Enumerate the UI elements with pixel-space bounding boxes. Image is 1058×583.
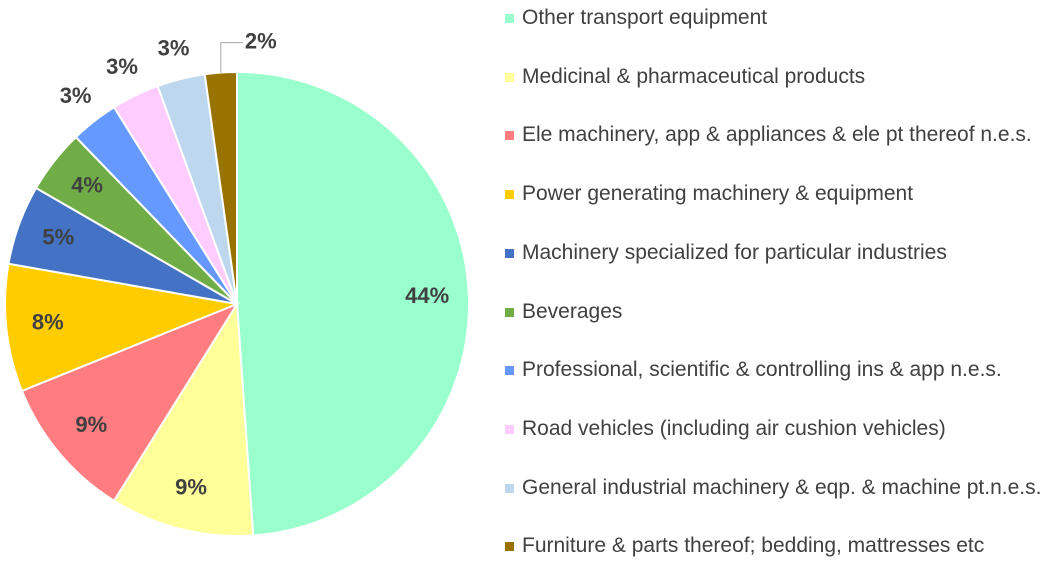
legend-label: Beverages (522, 299, 623, 323)
data-label: 4% (71, 173, 103, 198)
pie-slice (20, 301, 240, 503)
legend-label: Medicinal & pharmaceutical products (522, 64, 866, 88)
legend-label: Road vehicles (including air cushion veh… (522, 416, 946, 440)
legend-item: Ele machinery, app & appliances & ele pt… (505, 123, 1050, 147)
legend-item: General industrial machinery & eqp. & ma… (505, 476, 1050, 500)
legend-label: Other transport equipment (522, 6, 768, 29)
data-label: 8% (32, 310, 64, 335)
legend-swatch (505, 248, 514, 258)
legend-item: Beverages (505, 300, 1050, 324)
legend-swatch (505, 424, 514, 434)
legend-swatch (505, 72, 514, 82)
data-label: 3% (106, 54, 138, 79)
legend-label: General industrial machinery & eqp. & ma… (522, 475, 1042, 499)
legend-label: Power generating machinery & equipment (522, 182, 914, 206)
legend-swatch (505, 190, 514, 200)
legend-swatch (505, 542, 514, 552)
legend-swatch (505, 483, 514, 493)
legend-label: Furniture & parts thereof; bedding, matt… (522, 534, 985, 558)
data-label: 44% (405, 283, 449, 308)
legend-item: Road vehicles (including air cushion veh… (505, 417, 1050, 441)
legend-item: Other transport equipment (505, 6, 1050, 30)
legend-item: Medicinal & pharmaceutical products (505, 65, 1050, 89)
legend-label: Ele machinery, app & appliances & ele pt… (522, 123, 1032, 147)
leader-line (220, 42, 243, 73)
pie-slice (4, 262, 241, 393)
data-label: 2% (245, 28, 277, 53)
legend-label: Professional, scientific & controlling i… (522, 358, 1002, 382)
data-label: 5% (42, 225, 74, 250)
data-label: 3% (158, 35, 190, 60)
data-label: 3% (60, 83, 92, 108)
legend-swatch (505, 131, 514, 141)
legend-swatch (505, 307, 514, 317)
legend-item: Power generating machinery & equipment (505, 182, 1050, 206)
data-label: 9% (75, 412, 107, 437)
legend-label: Machinery specialized for particular ind… (522, 240, 947, 264)
legend-item: Machinery specialized for particular ind… (505, 241, 1050, 265)
data-label: 9% (175, 474, 207, 499)
legend-swatch (505, 14, 514, 23)
pie-chart: 44% 9% 9% 8% 5% 4% 3% 3% 3% 2% (4, 28, 470, 537)
pie-slice (236, 70, 470, 537)
pie-slice (112, 300, 255, 537)
legend-item: Furniture & parts thereof; bedding, matt… (505, 534, 1050, 558)
legend-swatch (505, 366, 514, 376)
legend-item: Professional, scientific & controlling i… (505, 358, 1050, 382)
